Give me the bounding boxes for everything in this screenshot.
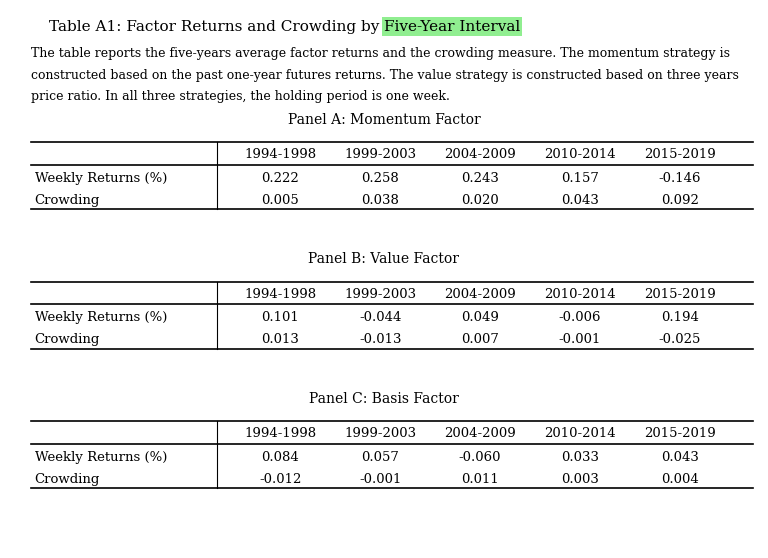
Text: 0.004: 0.004 bbox=[660, 473, 699, 486]
Text: 0.033: 0.033 bbox=[561, 450, 599, 464]
Text: -0.001: -0.001 bbox=[558, 333, 601, 347]
Text: -0.006: -0.006 bbox=[558, 311, 601, 324]
Text: 2010-2014: 2010-2014 bbox=[544, 148, 616, 161]
Text: -0.025: -0.025 bbox=[658, 333, 701, 347]
Text: 2004-2009: 2004-2009 bbox=[444, 148, 516, 161]
Text: Panel C: Basis Factor: Panel C: Basis Factor bbox=[309, 392, 459, 406]
Text: 0.243: 0.243 bbox=[461, 171, 499, 185]
Text: 1999-2003: 1999-2003 bbox=[344, 287, 416, 301]
Text: Weekly Returns (%): Weekly Returns (%) bbox=[35, 171, 167, 185]
Text: 0.020: 0.020 bbox=[461, 194, 499, 207]
Text: 2010-2014: 2010-2014 bbox=[544, 427, 616, 440]
Text: The table reports the five-years average factor returns and the crowding measure: The table reports the five-years average… bbox=[31, 47, 730, 60]
Text: 0.049: 0.049 bbox=[461, 311, 499, 324]
Text: 0.194: 0.194 bbox=[660, 311, 699, 324]
Text: Table A1: Factor Returns and Crowding by: Table A1: Factor Returns and Crowding by bbox=[48, 20, 384, 33]
Text: 1994-1998: 1994-1998 bbox=[244, 427, 316, 440]
Text: 0.038: 0.038 bbox=[361, 194, 399, 207]
Text: -0.060: -0.060 bbox=[458, 450, 502, 464]
Text: 0.007: 0.007 bbox=[461, 333, 499, 347]
Text: 1994-1998: 1994-1998 bbox=[244, 287, 316, 301]
Text: 0.003: 0.003 bbox=[561, 473, 599, 486]
Text: Weekly Returns (%): Weekly Returns (%) bbox=[35, 450, 167, 464]
Text: 2004-2009: 2004-2009 bbox=[444, 287, 516, 301]
Text: 1999-2003: 1999-2003 bbox=[344, 148, 416, 161]
Text: Panel B: Value Factor: Panel B: Value Factor bbox=[309, 252, 459, 266]
Text: constructed based on the past one-year futures returns. The value strategy is co: constructed based on the past one-year f… bbox=[31, 69, 739, 81]
Text: price ratio. In all three strategies, the holding period is one week.: price ratio. In all three strategies, th… bbox=[31, 90, 449, 103]
Text: 0.013: 0.013 bbox=[261, 333, 300, 347]
Text: Crowding: Crowding bbox=[35, 194, 100, 207]
Text: 0.043: 0.043 bbox=[561, 194, 599, 207]
Text: -0.146: -0.146 bbox=[658, 171, 701, 185]
Text: 1999-2003: 1999-2003 bbox=[344, 427, 416, 440]
Text: 2015-2019: 2015-2019 bbox=[644, 148, 716, 161]
Text: 2015-2019: 2015-2019 bbox=[644, 427, 716, 440]
Text: 0.258: 0.258 bbox=[361, 171, 399, 185]
Text: 2004-2009: 2004-2009 bbox=[444, 427, 516, 440]
Text: 0.005: 0.005 bbox=[261, 194, 300, 207]
Text: Panel A: Momentum Factor: Panel A: Momentum Factor bbox=[288, 113, 480, 127]
Text: 2015-2019: 2015-2019 bbox=[644, 287, 716, 301]
Text: 0.222: 0.222 bbox=[261, 171, 300, 185]
Text: 0.043: 0.043 bbox=[660, 450, 699, 464]
Text: Weekly Returns (%): Weekly Returns (%) bbox=[35, 311, 167, 324]
Text: Five-Year Interval: Five-Year Interval bbox=[384, 20, 520, 33]
Text: 2010-2014: 2010-2014 bbox=[544, 287, 616, 301]
Text: Crowding: Crowding bbox=[35, 473, 100, 486]
Text: -0.001: -0.001 bbox=[359, 473, 402, 486]
Text: 0.092: 0.092 bbox=[660, 194, 699, 207]
Text: 0.011: 0.011 bbox=[461, 473, 499, 486]
Text: -0.012: -0.012 bbox=[259, 473, 302, 486]
Text: 0.157: 0.157 bbox=[561, 171, 599, 185]
Text: 0.057: 0.057 bbox=[361, 450, 399, 464]
Text: -0.013: -0.013 bbox=[359, 333, 402, 347]
Text: 0.084: 0.084 bbox=[261, 450, 300, 464]
Text: 1994-1998: 1994-1998 bbox=[244, 148, 316, 161]
Text: Crowding: Crowding bbox=[35, 333, 100, 347]
Text: -0.044: -0.044 bbox=[359, 311, 402, 324]
Text: 0.101: 0.101 bbox=[261, 311, 300, 324]
